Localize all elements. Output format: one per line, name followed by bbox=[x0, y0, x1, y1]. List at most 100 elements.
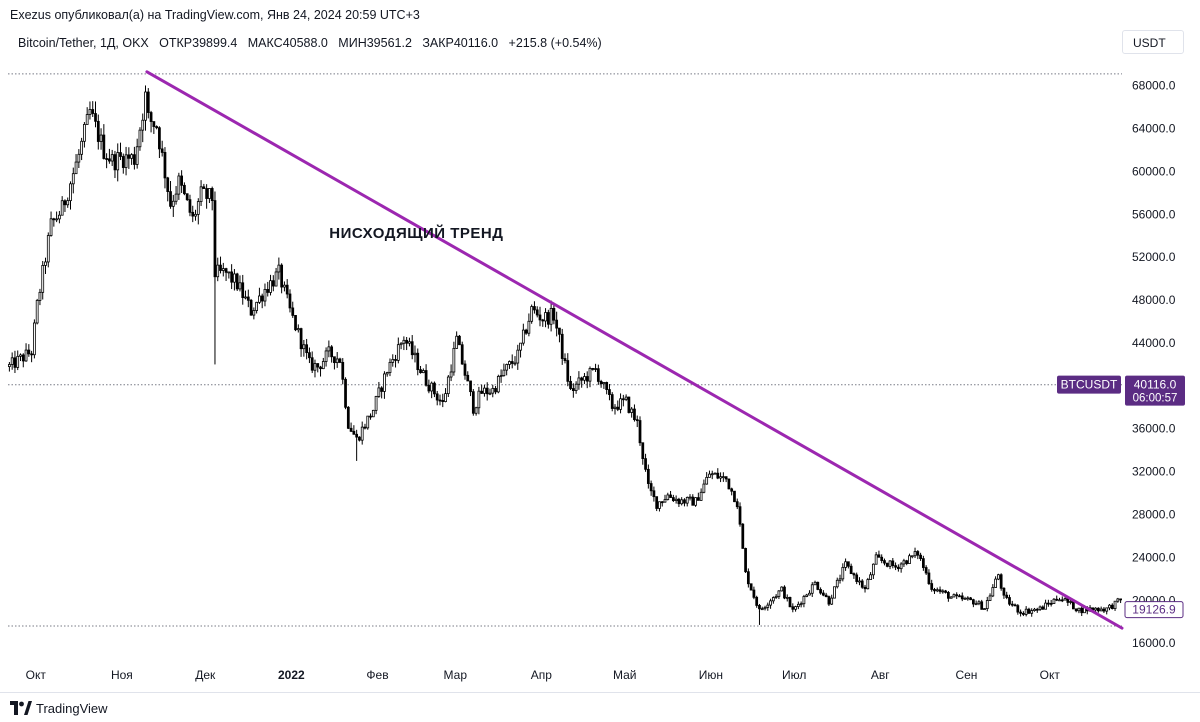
candle bbox=[163, 147, 167, 189]
candle bbox=[960, 592, 964, 602]
candle bbox=[244, 290, 247, 300]
candle bbox=[396, 337, 400, 364]
x-tick-label: 2022 bbox=[278, 668, 305, 682]
candle bbox=[858, 577, 861, 586]
candle bbox=[138, 127, 142, 151]
candle bbox=[1119, 598, 1122, 604]
candle bbox=[671, 494, 675, 503]
candle bbox=[155, 125, 158, 130]
candle bbox=[1041, 605, 1045, 610]
candle bbox=[1110, 603, 1114, 610]
candle bbox=[88, 101, 92, 120]
symbol-badge bbox=[1057, 375, 1121, 394]
candle bbox=[663, 494, 667, 503]
candle bbox=[944, 589, 947, 594]
trendline[interactable] bbox=[145, 70, 1124, 630]
candle bbox=[352, 425, 356, 435]
candle bbox=[866, 577, 870, 590]
candle bbox=[649, 480, 653, 496]
currency-button[interactable]: USDT bbox=[1122, 30, 1184, 54]
candle bbox=[1008, 594, 1011, 606]
candle bbox=[985, 596, 989, 612]
candle bbox=[660, 501, 664, 507]
candle bbox=[127, 147, 131, 169]
candle bbox=[99, 128, 103, 150]
candle bbox=[480, 384, 484, 394]
candle bbox=[485, 382, 489, 401]
candle bbox=[199, 180, 203, 206]
candle bbox=[66, 197, 70, 208]
time-axis[interactable]: Окт Ноя Дек 2022 Фев Мар Апр Май Июн Июл Авг Сен Окт bbox=[26, 668, 1061, 682]
candle bbox=[188, 194, 192, 217]
candle bbox=[405, 336, 409, 351]
candle bbox=[224, 267, 228, 281]
candle bbox=[730, 487, 734, 496]
low-label: МИН bbox=[338, 36, 367, 50]
x-tick-label: Июн bbox=[699, 668, 723, 682]
candle bbox=[269, 274, 272, 296]
candle bbox=[1038, 605, 1042, 611]
candle bbox=[880, 554, 884, 564]
price-badges: BTCUSDT 40116.006:00:57 19126.9 bbox=[1057, 375, 1185, 619]
candle bbox=[635, 415, 639, 428]
candle bbox=[602, 382, 606, 389]
candle bbox=[1097, 607, 1100, 613]
candle bbox=[394, 354, 397, 368]
price-chart[interactable]: НИСХОДЯЩИЙ ТРЕНД 16000.020000.024000.028… bbox=[0, 0, 1200, 692]
last-price-badge bbox=[1125, 375, 1185, 406]
candle bbox=[738, 502, 742, 527]
candle bbox=[830, 594, 834, 606]
candle bbox=[963, 596, 967, 600]
candle bbox=[585, 371, 589, 389]
low-value: 39561.2 bbox=[366, 36, 412, 50]
candle bbox=[16, 350, 20, 371]
trend-annotation[interactable]: НИСХОДЯЩИЙ ТРЕНД bbox=[329, 224, 503, 242]
candle bbox=[141, 113, 145, 143]
candle bbox=[919, 552, 922, 561]
candle bbox=[363, 423, 367, 430]
candle bbox=[596, 364, 600, 385]
candle bbox=[38, 288, 42, 306]
candle bbox=[641, 442, 645, 465]
candle bbox=[105, 153, 108, 169]
close-label: ЗАКР bbox=[422, 36, 454, 50]
candle bbox=[524, 328, 528, 335]
candle bbox=[630, 406, 634, 418]
candle bbox=[124, 146, 128, 176]
candle bbox=[263, 283, 267, 307]
candle bbox=[424, 364, 428, 387]
trendline-group[interactable] bbox=[145, 70, 1124, 630]
candle bbox=[799, 601, 803, 608]
candle bbox=[30, 350, 33, 363]
candle bbox=[533, 301, 536, 314]
candle bbox=[710, 470, 714, 480]
candle bbox=[1077, 607, 1081, 614]
price-axis[interactable]: 16000.020000.024000.028000.032000.036000… bbox=[1132, 79, 1176, 650]
candle bbox=[1005, 591, 1009, 600]
candle bbox=[841, 563, 845, 582]
candle bbox=[935, 587, 939, 593]
tradingview-logo[interactable]: TradingView bbox=[10, 699, 108, 717]
candle bbox=[1027, 607, 1031, 615]
candle bbox=[666, 492, 670, 501]
candle bbox=[535, 306, 539, 318]
candle bbox=[1013, 603, 1017, 607]
candle bbox=[788, 596, 792, 608]
candle bbox=[80, 137, 83, 161]
candle bbox=[344, 377, 347, 410]
candle bbox=[874, 552, 878, 565]
candle bbox=[519, 342, 522, 358]
candle bbox=[621, 394, 625, 407]
y-tick-label: 60000.0 bbox=[1132, 164, 1176, 178]
candle bbox=[910, 555, 914, 559]
candle bbox=[324, 347, 328, 367]
candle bbox=[991, 584, 995, 598]
candle bbox=[371, 409, 375, 418]
candle bbox=[219, 256, 222, 274]
candle bbox=[169, 181, 172, 209]
candle bbox=[819, 587, 822, 595]
candle bbox=[977, 600, 981, 606]
candle bbox=[513, 356, 517, 366]
candle bbox=[902, 558, 906, 567]
candle bbox=[924, 565, 928, 575]
